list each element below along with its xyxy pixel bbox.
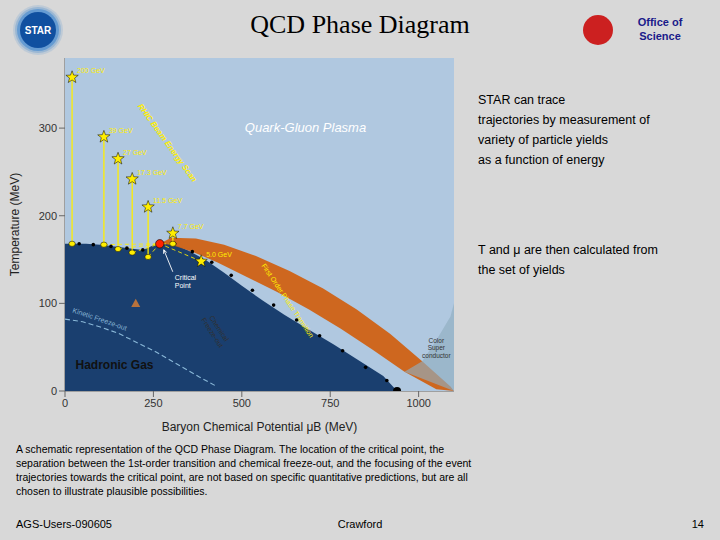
svg-text:First Order Phase Transition: First Order Phase Transition xyxy=(260,262,315,339)
svg-text:Quark-Gluon Plasma: Quark-Gluon Plasma xyxy=(245,120,366,135)
svg-text:STAR: STAR xyxy=(25,25,52,36)
html-text:14: 14 xyxy=(691,518,704,530)
svg-text:ColorSuperconductor: ColorSuperconductor xyxy=(422,337,451,359)
svg-text:RHIC Beam Energy Scan: RHIC Beam Energy Scan xyxy=(136,102,199,184)
svg-text:750: 750 xyxy=(321,397,339,409)
svg-text:0: 0 xyxy=(62,397,68,409)
html-text:QCD Phase Diagram: QCD Phase Diagram xyxy=(250,10,470,39)
svg-text:1000: 1000 xyxy=(406,397,430,409)
svg-text:39 GeV: 39 GeV xyxy=(109,127,133,134)
html-text:separation between the 1st-ord: separation between the 1st-order transit… xyxy=(16,457,472,469)
html-text:chosen to illustrate plausible: chosen to illustrate plausible possibili… xyxy=(16,485,208,497)
svg-text:Science: Science xyxy=(639,30,681,42)
svg-text:5.0 GeV: 5.0 GeV xyxy=(206,251,232,258)
html-text:STAR can trace trajectories by: STAR can trace trajectories by measureme… xyxy=(478,93,650,167)
svg-text:300: 300 xyxy=(39,122,57,134)
html-text:trajectories towards the criti: trajectories towards the critical point,… xyxy=(16,471,468,483)
svg-text:17.3 GeV: 17.3 GeV xyxy=(137,169,167,176)
svg-text:Baryon Chemical Potential μB (: Baryon Chemical Potential μB (MeV) xyxy=(162,420,358,434)
html-text:T and μ are then calculated fr: T and μ are then calculated from the set… xyxy=(478,243,658,277)
svg-text:250: 250 xyxy=(144,397,162,409)
svg-text:ChemicalFreeze-out: ChemicalFreeze-out xyxy=(200,312,231,349)
svg-text:200 GeV: 200 GeV xyxy=(77,67,105,74)
html-text:AGS-Users-090605: AGS-Users-090605 xyxy=(16,518,112,530)
svg-text:CriticalPoint: CriticalPoint xyxy=(175,274,197,289)
svg-text:0: 0 xyxy=(51,385,57,397)
svg-text:Hadronic Gas: Hadronic Gas xyxy=(75,358,153,372)
svg-text:11.5 GeV: 11.5 GeV xyxy=(153,197,182,204)
svg-text:Office of: Office of xyxy=(638,16,683,28)
svg-text:Temperature (MeV): Temperature (MeV) xyxy=(8,173,22,276)
svg-text:100: 100 xyxy=(39,297,57,309)
svg-text:7.7 GeV: 7.7 GeV xyxy=(178,223,204,230)
svg-text:27 GeV: 27 GeV xyxy=(123,149,147,156)
svg-text:Kinetic Freeze-out: Kinetic Freeze-out xyxy=(72,306,128,331)
html-text:A schematic representation of: A schematic representation of the QCD Ph… xyxy=(16,443,445,455)
svg-text:500: 500 xyxy=(233,397,251,409)
html-text:Crawford: Crawford xyxy=(337,518,383,530)
svg-text:200: 200 xyxy=(39,210,57,222)
